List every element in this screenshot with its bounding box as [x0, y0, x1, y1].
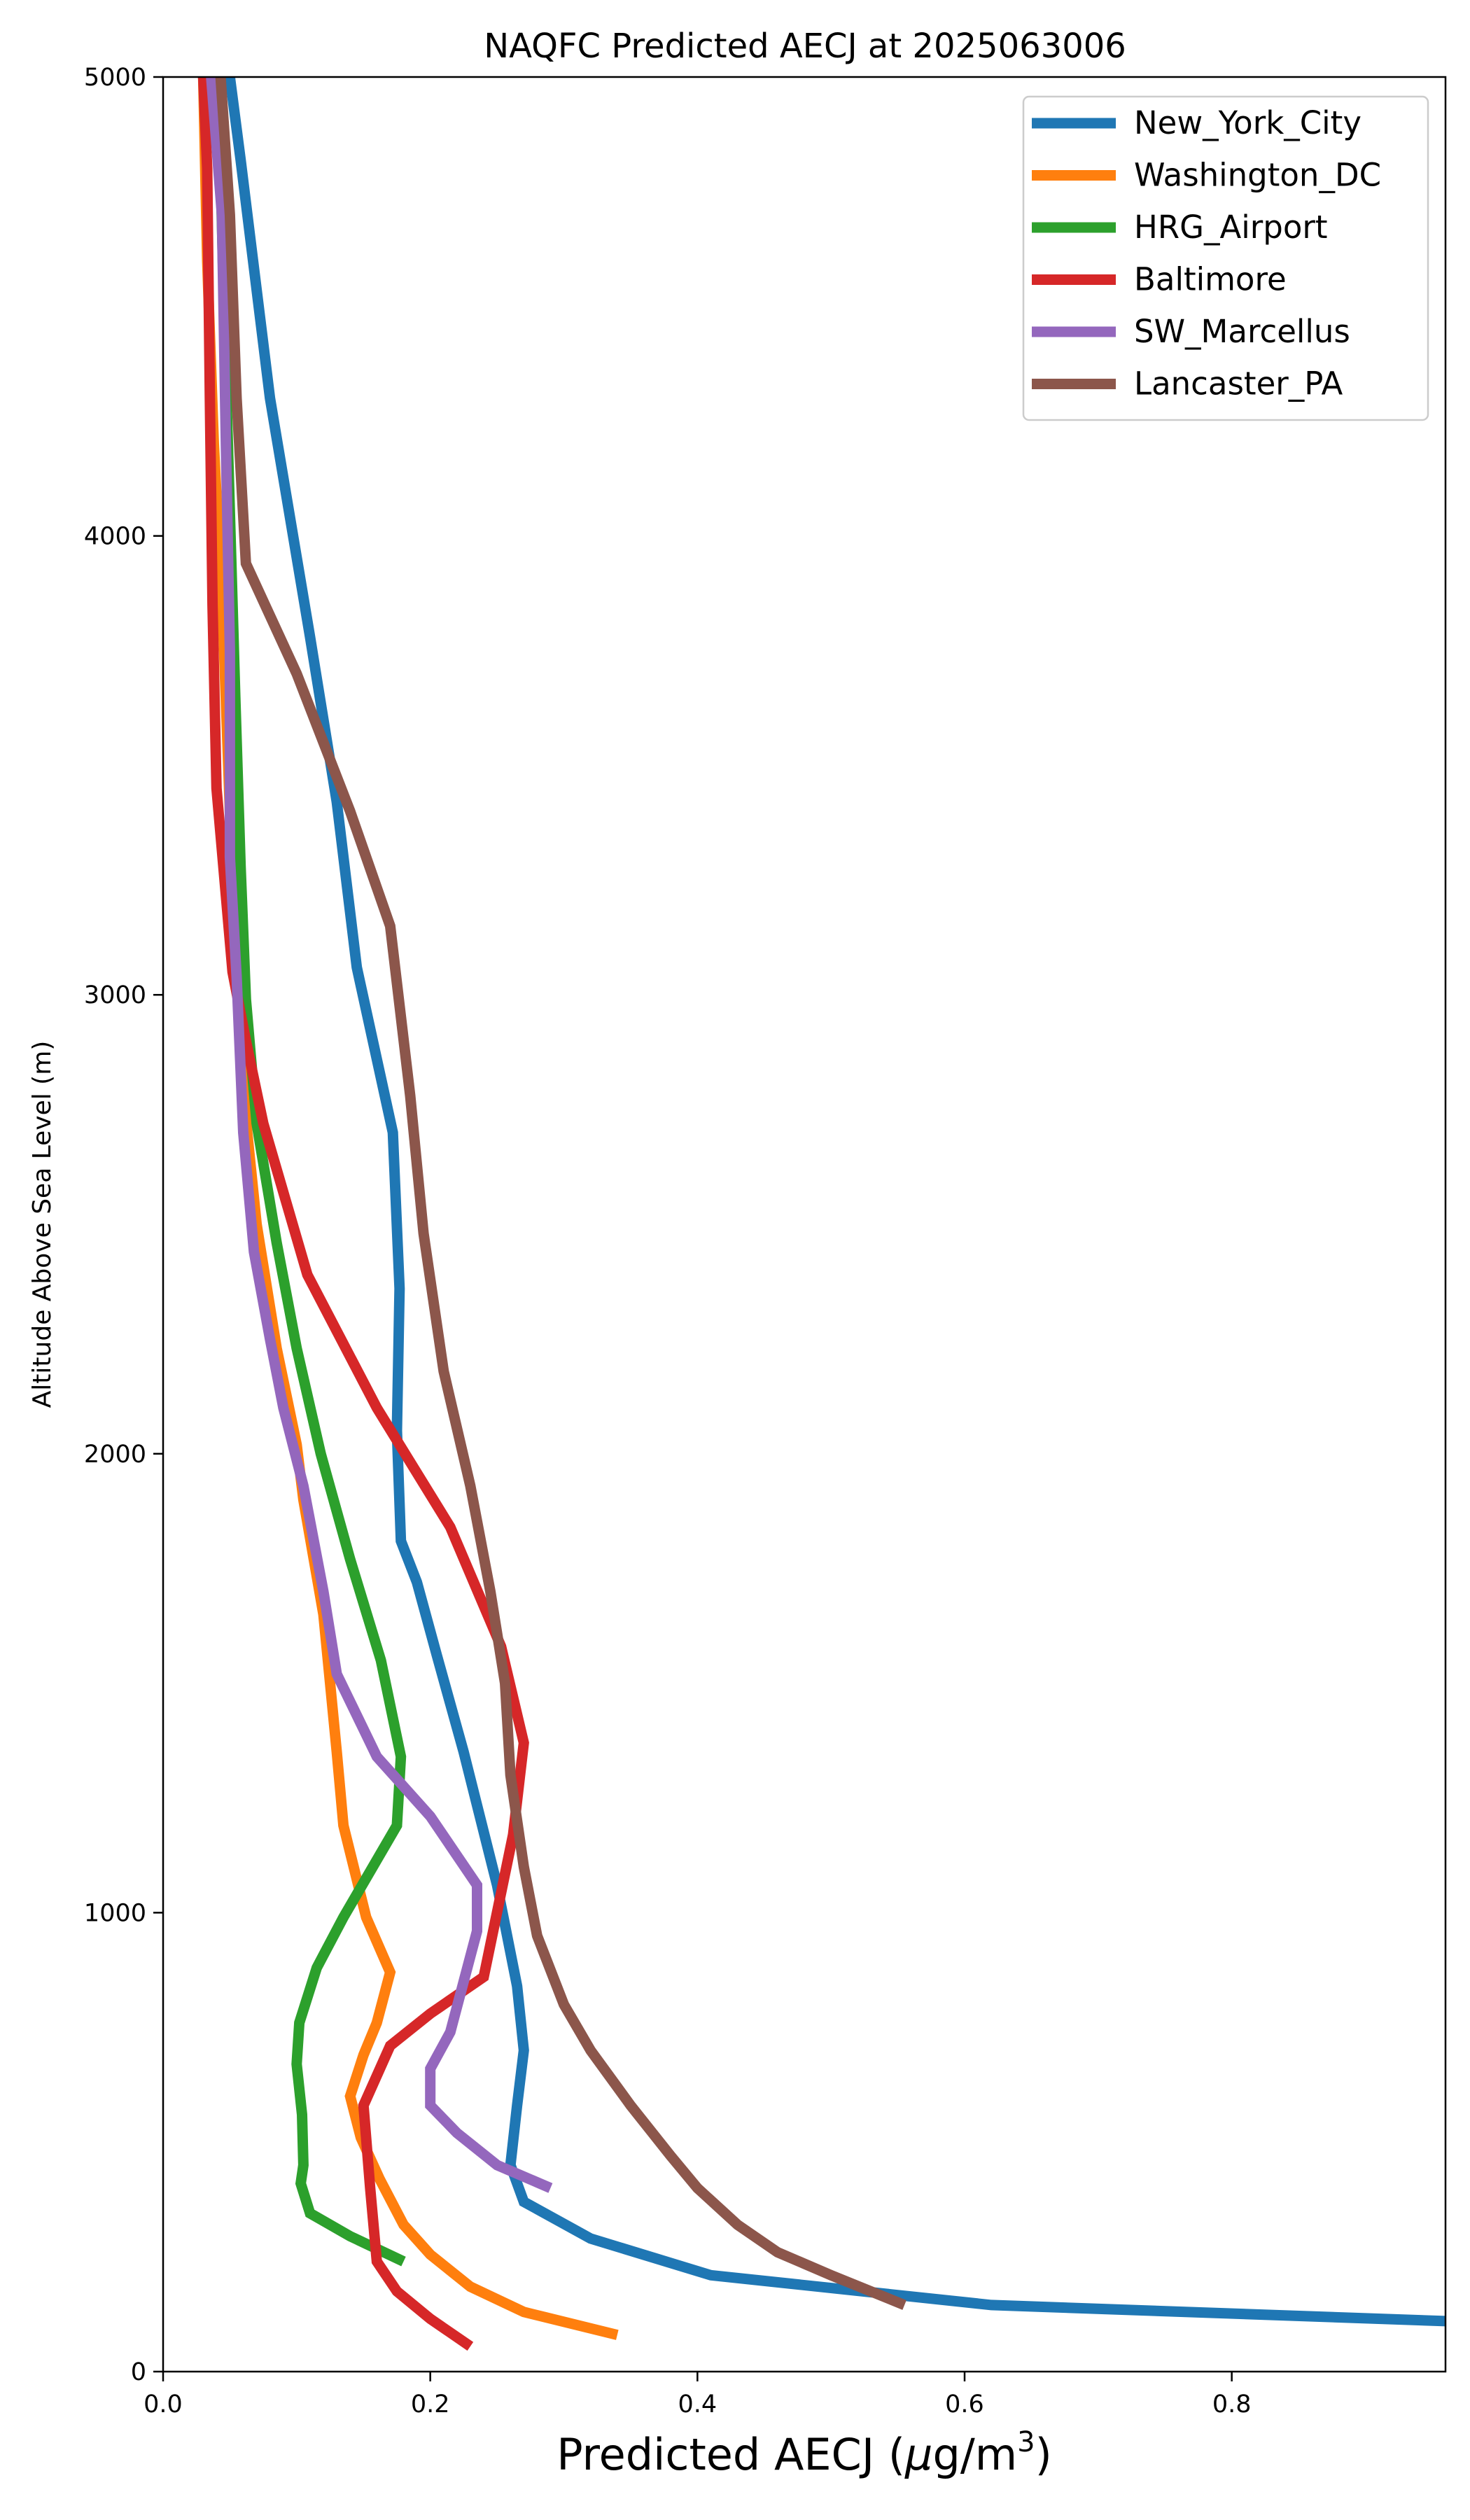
x-axis-label-superscript: 3 [1017, 2426, 1035, 2458]
legend-label: SW_Marcellus [1134, 313, 1350, 350]
x-tick-label: 0.8 [1212, 2390, 1252, 2418]
x-tick-label: 0.0 [144, 2390, 183, 2418]
legend-items: New_York_City Washington_DC HRG_Airport Bal… [1032, 104, 1381, 402]
y-tick-label: 0 [131, 2358, 146, 2386]
y-tick-label: 2000 [84, 1441, 146, 1469]
legend-label: HRG_Airport [1134, 209, 1328, 246]
legend-label: Washington_DC [1134, 157, 1381, 194]
y-axis-label: Altitude Above Sea Level (m) [28, 1041, 57, 1408]
x-tick-label: 0.2 [411, 2390, 450, 2418]
legend-frame [1022, 95, 1429, 421]
series-line-sw-marcellus [206, 77, 553, 2193]
legend: New_York_City Washington_DC HRG_Airport Bal… [1022, 95, 1429, 421]
legend-label: New_York_City [1134, 104, 1362, 141]
x-axis-label: Predicted AECJ (μg/m3) [556, 2426, 1052, 2480]
x-axis-label-mu: μ [904, 2429, 932, 2480]
x-axis-ticks: 0.0 0.2 0.4 0.6 0.8 [144, 2372, 1252, 2418]
y-axis-ticks: 0 1000 2000 3000 4000 5000 [84, 64, 163, 2386]
x-axis-label-close: ) [1035, 2429, 1052, 2480]
series-line-hrg-airport [211, 77, 407, 2267]
x-axis-label-main: Predicted AECJ ( [556, 2429, 905, 2480]
x-tick-label: 0.6 [945, 2390, 984, 2418]
plot-frame [162, 76, 1447, 2373]
y-tick-label: 4000 [84, 523, 146, 551]
x-tick-label: 0.4 [678, 2390, 717, 2418]
y-tick-label: 3000 [84, 981, 146, 1009]
legend-label: Baltimore [1134, 261, 1287, 298]
y-tick-label: 5000 [84, 64, 146, 92]
x-axis-label-unit: g/m [932, 2429, 1017, 2480]
chart-title: NAQFC Predicted AECJ at 2025063006 [484, 27, 1126, 66]
y-tick-label: 1000 [84, 1899, 146, 1927]
plot-series [197, 77, 1446, 2351]
legend-label: Lancaster_PA [1134, 365, 1343, 402]
series-line-lancaster-pa [215, 77, 906, 2310]
